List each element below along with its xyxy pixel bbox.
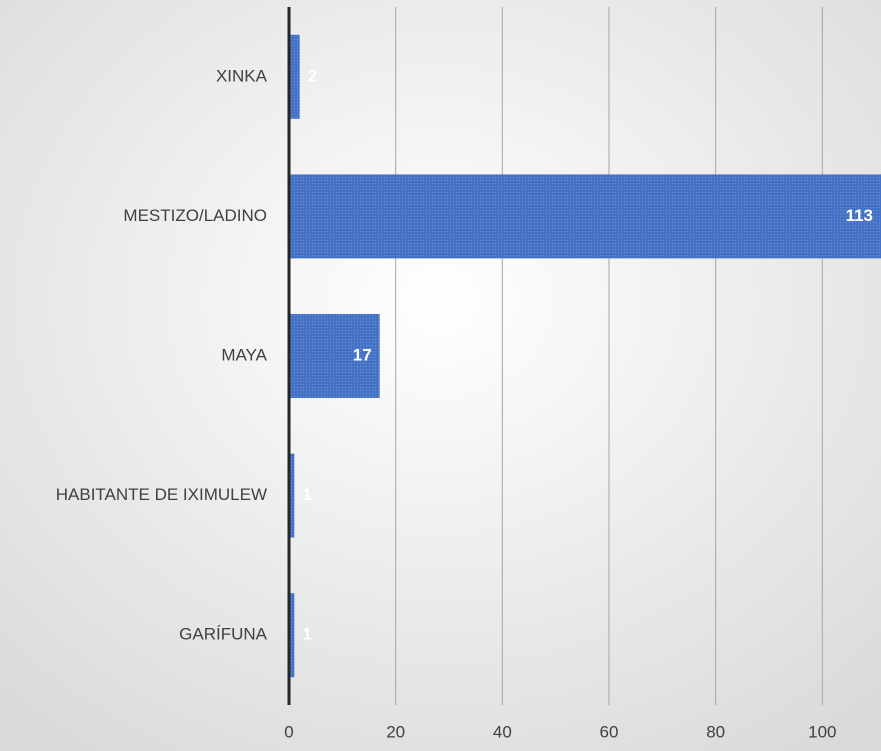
y-tick-label: XINKA xyxy=(216,66,268,85)
y-tick-label: MAYA xyxy=(221,345,267,364)
bar xyxy=(289,453,295,538)
x-tick-label: 20 xyxy=(386,722,405,741)
data-label: 1 xyxy=(302,485,311,504)
data-label: 17 xyxy=(353,345,372,364)
x-tick-label: 100 xyxy=(808,722,836,741)
x-tick-label: 40 xyxy=(493,722,512,741)
bar xyxy=(289,314,380,398)
bar xyxy=(289,593,295,678)
y-tick-label: GARÍFUNA xyxy=(179,625,268,644)
x-tick-label: 80 xyxy=(706,722,725,741)
data-label: 113 xyxy=(846,206,873,225)
data-label: 1 xyxy=(302,625,311,644)
bar xyxy=(289,34,300,119)
x-tick-label: 0 xyxy=(284,722,293,741)
y-tick-label: MESTIZO/LADINO xyxy=(123,206,267,225)
data-label: 2 xyxy=(308,66,317,85)
bar xyxy=(289,174,881,259)
y-tick-label: HABITANTE DE IXIMULEW xyxy=(56,485,267,504)
x-tick-label: 60 xyxy=(600,722,619,741)
